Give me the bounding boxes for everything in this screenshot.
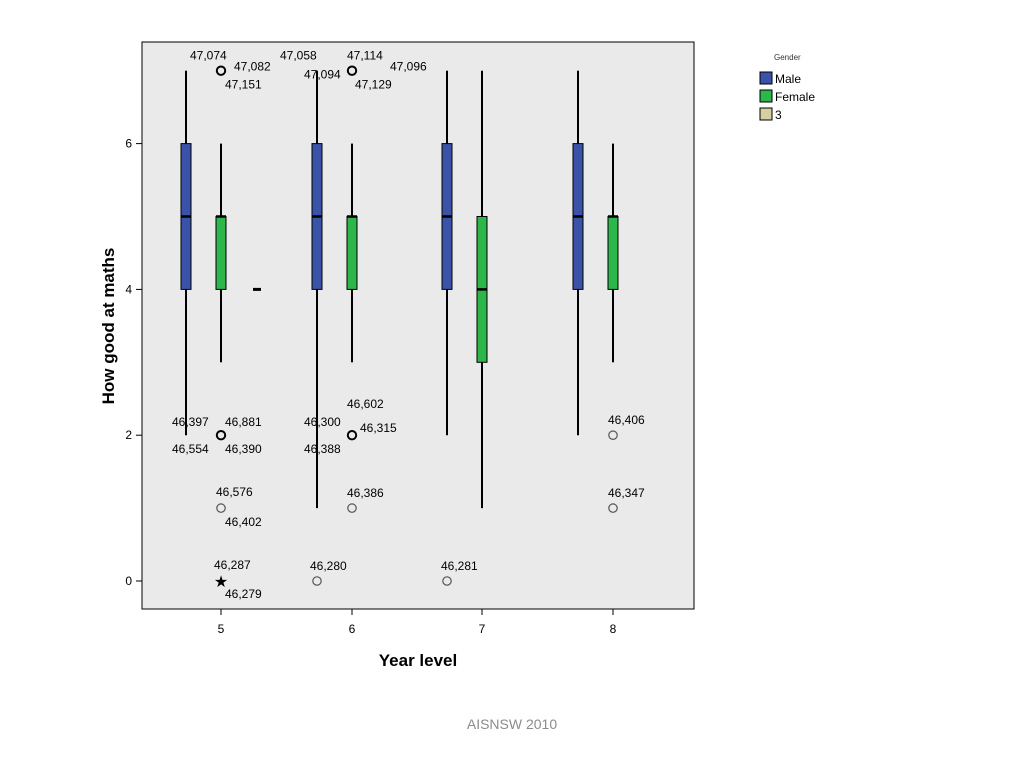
legend-swatch xyxy=(759,71,773,85)
outlier-6-female-2: 46,300 46,602 46,315 46,388 xyxy=(304,397,397,456)
outlier-label: 46,388 xyxy=(304,442,341,456)
axes-layer: 0 2 4 6 5 6 7 8 xyxy=(125,137,616,636)
outlier-6-female-7: 47,058 47,114 47,094 47,096 47,129 xyxy=(280,49,427,92)
outlier-7-male-0: 46,281 xyxy=(441,559,478,586)
legend: Gender Male Female 3 xyxy=(759,53,815,122)
outlier-marker xyxy=(312,576,322,586)
outlier-label: 46,281 xyxy=(441,559,478,573)
outlier-marker xyxy=(216,503,226,513)
legend-swatch xyxy=(759,89,773,103)
outlier-label: 46,881 xyxy=(225,415,262,429)
y-tick-label: 4 xyxy=(125,282,132,296)
outlier-label: 46,315 xyxy=(360,421,397,435)
outlier-star: ★ xyxy=(214,574,228,591)
outlier-label: 47,074 xyxy=(190,49,227,63)
legend-swatch xyxy=(759,107,773,121)
outlier-label: 46,576 xyxy=(216,485,253,499)
legend-entry-3: 3 xyxy=(759,107,782,122)
boxes-layer xyxy=(180,70,619,509)
outlier-label: 46,390 xyxy=(225,442,262,456)
box-6-female xyxy=(346,143,358,363)
outlier-marker xyxy=(608,503,618,513)
outlier-label: 46,386 xyxy=(347,486,384,500)
outlier-marker xyxy=(442,576,452,586)
y-tick-label: 2 xyxy=(125,428,132,442)
outlier-label: 46,554 xyxy=(172,442,209,456)
outlier-marker xyxy=(346,430,358,441)
outlier-label: 46,406 xyxy=(608,413,645,427)
outlier-label: 46,347 xyxy=(608,486,645,500)
outlier-5-female-1: 46,576 46,402 xyxy=(216,485,262,529)
median-line xyxy=(253,287,261,291)
x-tick-label: 7 xyxy=(479,622,486,636)
y-tick-label: 0 xyxy=(125,574,132,588)
outlier-label: 47,094 xyxy=(304,68,341,82)
outlier-8-female-2: 46,406 xyxy=(608,413,645,440)
outlier-6-female-1: 46,386 xyxy=(347,486,384,513)
box-body xyxy=(215,216,227,290)
outlier-label: 47,096 xyxy=(390,60,427,74)
y-tick-label: 6 xyxy=(125,137,132,151)
outlier-label: 47,058 xyxy=(280,49,317,63)
x-axis-label: Year level xyxy=(379,651,457,670)
footer-text: AISNSW 2010 xyxy=(466,716,558,732)
outlier-marker xyxy=(347,503,357,513)
outlier-5-female-7: 47,074 47,082 47,151 xyxy=(190,49,271,92)
outlier-marker xyxy=(608,430,618,440)
outlier-label: 46,279 xyxy=(225,587,262,601)
x-tick-label: 8 xyxy=(610,622,617,636)
outlier-marker xyxy=(215,430,227,441)
legend-entries: Male Female 3 xyxy=(759,71,815,122)
plot-area xyxy=(141,41,695,610)
outlier-label: 47,114 xyxy=(347,49,383,63)
outlier-marker xyxy=(346,65,358,76)
legend-label: Female xyxy=(775,90,815,104)
legend-entry-male: Male xyxy=(759,71,801,86)
legend-entry-female: Female xyxy=(759,89,815,104)
outlier-label: 46,280 xyxy=(310,559,347,573)
outlier-label: 46,300 xyxy=(304,415,341,429)
outlier-label: 47,151 xyxy=(225,78,262,92)
box-5-male xyxy=(180,70,192,436)
outlier-label: 46,602 xyxy=(347,397,384,411)
box-body xyxy=(346,216,358,290)
box-8-female xyxy=(607,143,619,363)
legend-title: Gender xyxy=(774,53,801,62)
outlier-marker xyxy=(215,65,227,76)
box-5-3 xyxy=(253,287,261,291)
outlier-label: 46,397 xyxy=(172,415,209,429)
outlier-6-male-0: 46,280 xyxy=(310,559,347,586)
box-8-male xyxy=(572,70,584,436)
box-7-female xyxy=(476,70,488,509)
box-6-male xyxy=(311,70,323,509)
outlier-5-female-0: ★ 46,287 46,279 xyxy=(214,558,262,601)
box-body xyxy=(607,216,619,290)
outlier-label: 46,287 xyxy=(214,558,251,572)
legend-label: Male xyxy=(775,72,801,86)
outlier-5-female-2: 46,397 46,881 46,554 46,390 xyxy=(172,415,262,456)
outlier-8-female-1: 46,347 xyxy=(608,486,645,513)
x-tick-label: 6 xyxy=(349,622,356,636)
legend-label: 3 xyxy=(775,108,782,122)
box-5-female xyxy=(215,143,227,363)
outlier-label: 47,082 xyxy=(234,60,271,74)
y-axis-label: How good at maths xyxy=(99,248,118,405)
box-7-male xyxy=(441,70,453,436)
x-tick-label: 5 xyxy=(218,622,225,636)
outlier-label: 46,402 xyxy=(225,515,262,529)
outlier-label: 47,129 xyxy=(355,78,392,92)
